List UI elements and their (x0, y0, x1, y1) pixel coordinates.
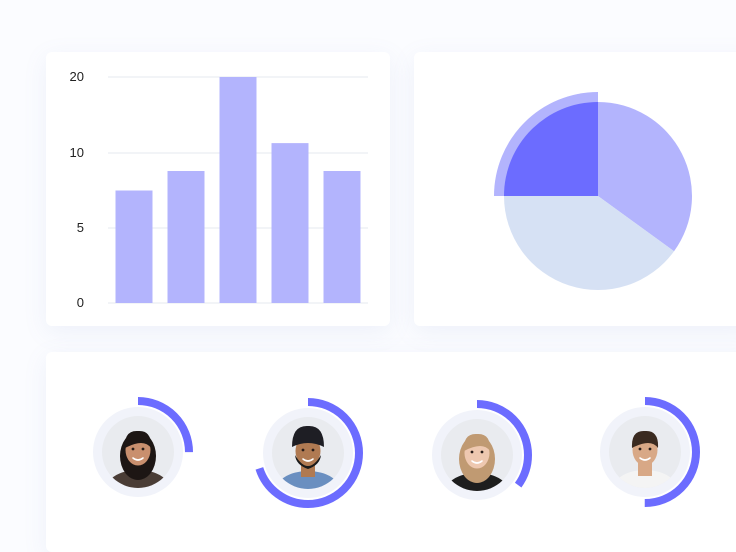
y-tick-label: 10 (70, 145, 84, 160)
progress-ring (253, 398, 363, 508)
pie-slice (504, 196, 675, 290)
team-member-avatar[interactable] (83, 397, 193, 507)
pie-slice (598, 102, 692, 252)
bar (219, 77, 257, 303)
man-curly-hair-avatar-icon (590, 397, 700, 507)
avatar-photo (441, 419, 513, 491)
man-turban-beard-avatar-icon (253, 398, 363, 508)
avatar-photo (102, 416, 174, 488)
team-progress-card (46, 352, 736, 552)
pie-chart-card (414, 52, 736, 326)
team-member-avatar[interactable] (253, 398, 363, 508)
bar (271, 143, 309, 303)
bar (167, 171, 205, 303)
bar-chart: 0 5 10 20 (70, 69, 368, 310)
team-member-avatar[interactable] (590, 397, 700, 507)
woman-long-dark-hair-avatar-icon (83, 397, 193, 507)
y-tick-label: 5 (77, 220, 84, 235)
bar (115, 190, 153, 303)
bar (323, 171, 361, 303)
bar-chart-card: 0 5 10 20 (46, 52, 390, 326)
y-tick-label: 0 (77, 295, 84, 310)
progress-ring (83, 397, 193, 507)
woman-fair-hair-avatar-icon (422, 400, 532, 510)
y-tick-label: 20 (70, 69, 84, 84)
progress-ring (590, 397, 700, 507)
team-member-avatar[interactable] (422, 400, 532, 510)
avatar-photo (609, 416, 681, 488)
pie-slice (504, 102, 598, 196)
avatar-photo (272, 417, 344, 489)
pie-chart (494, 92, 692, 290)
progress-ring (422, 400, 532, 510)
